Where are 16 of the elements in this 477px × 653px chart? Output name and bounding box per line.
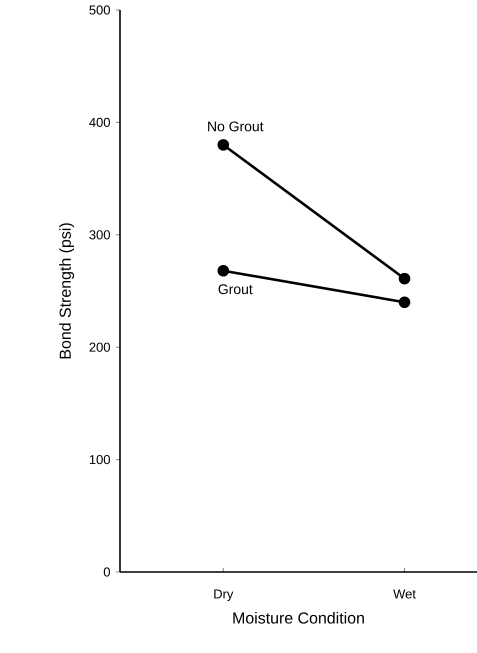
y-tick-label: 500 <box>89 5 110 15</box>
x-tick-label: Dry <box>214 590 234 602</box>
point <box>398 296 410 308</box>
y-tick-label: 100 <box>90 455 110 464</box>
series-label: No Grout <box>208 121 264 132</box>
y-tick-label: 300 <box>89 230 110 240</box>
x-tick-label: Wet <box>393 590 416 599</box>
y-axis-title: Bond Strength (psi) <box>59 223 74 358</box>
y-tick-label: 0 <box>104 567 110 577</box>
series-label: Grout <box>218 284 253 294</box>
y-tick-label: 400 <box>89 118 110 127</box>
point <box>218 139 230 151</box>
x-axis-title: Moisture Condition <box>233 612 364 624</box>
point <box>398 272 410 284</box>
y-tick-label: 200 <box>90 342 110 352</box>
point <box>218 264 230 277</box>
